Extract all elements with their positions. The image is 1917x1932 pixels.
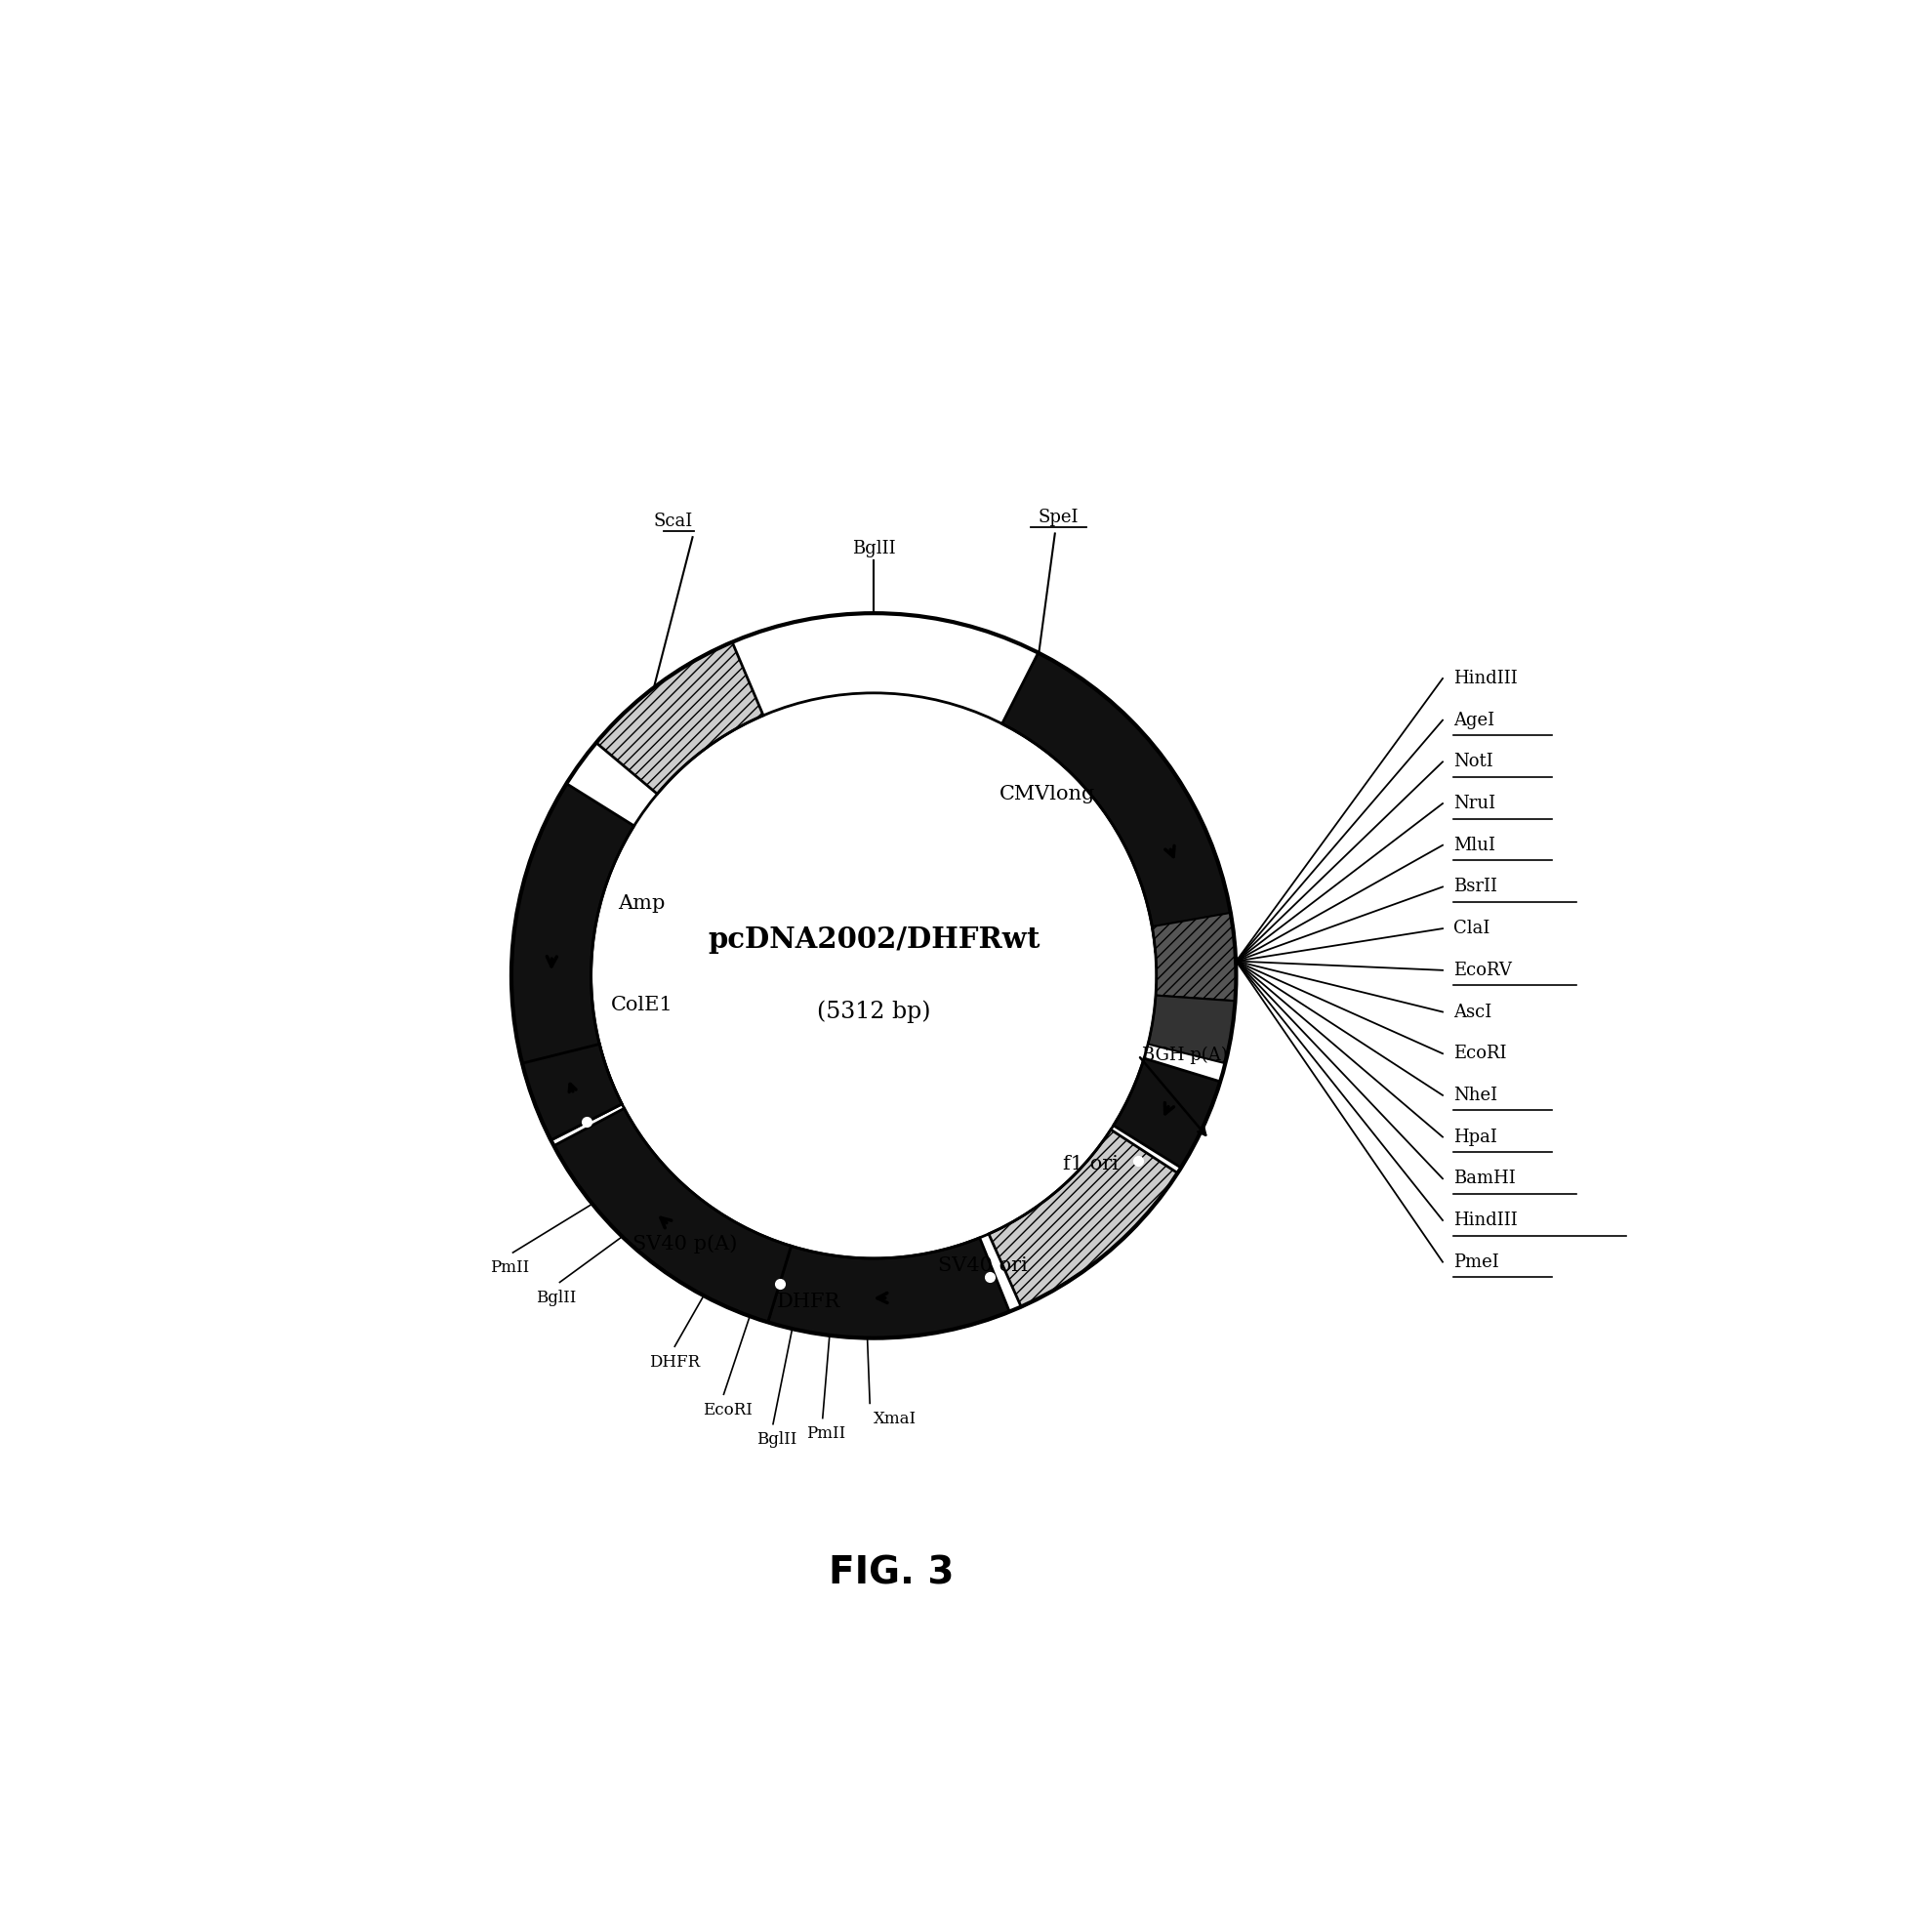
Polygon shape	[512, 784, 635, 1140]
Text: BamHI: BamHI	[1453, 1171, 1516, 1188]
Text: BglII: BglII	[757, 1432, 797, 1447]
Polygon shape	[989, 1130, 1177, 1306]
Text: BglII: BglII	[537, 1289, 577, 1306]
Text: HindIII: HindIII	[1453, 670, 1518, 688]
Text: AgeI: AgeI	[1453, 711, 1495, 728]
Text: SV40 ori: SV40 ori	[937, 1256, 1028, 1275]
Text: NheI: NheI	[1453, 1086, 1497, 1103]
Text: (5312 bp): (5312 bp)	[817, 1001, 930, 1024]
Text: FIG. 3: FIG. 3	[830, 1555, 955, 1592]
Text: DHFR: DHFR	[776, 1293, 840, 1312]
Text: EcoRI: EcoRI	[1453, 1045, 1507, 1063]
Text: Amp: Amp	[619, 895, 665, 912]
Text: CMVlong: CMVlong	[1001, 784, 1097, 804]
Polygon shape	[596, 641, 763, 794]
Text: HpaI: HpaI	[1453, 1128, 1497, 1146]
Text: AscI: AscI	[1453, 1003, 1491, 1020]
Text: EcoRI: EcoRI	[702, 1401, 751, 1418]
Text: BGH p(A): BGH p(A)	[1143, 1047, 1227, 1065]
Text: SV40 p(A): SV40 p(A)	[633, 1235, 738, 1254]
Text: PmII: PmII	[807, 1426, 845, 1441]
Text: PmII: PmII	[489, 1260, 529, 1277]
Polygon shape	[1152, 912, 1236, 1001]
Text: EcoRV: EcoRV	[1453, 962, 1513, 980]
Text: ScaI: ScaI	[654, 512, 692, 529]
Text: DHFR: DHFR	[650, 1354, 700, 1370]
Polygon shape	[1148, 995, 1235, 1063]
Text: NotI: NotI	[1453, 753, 1493, 771]
Polygon shape	[554, 1109, 792, 1321]
Text: f1 ori: f1 ori	[1064, 1155, 1120, 1173]
Text: BglII: BglII	[851, 539, 895, 556]
Polygon shape	[1003, 653, 1235, 951]
Text: NruI: NruI	[1453, 794, 1495, 811]
Text: PmeI: PmeI	[1453, 1254, 1499, 1271]
Text: XmaI: XmaI	[874, 1410, 916, 1428]
Text: HindIII: HindIII	[1453, 1211, 1518, 1229]
Polygon shape	[1114, 1059, 1221, 1167]
Text: MluI: MluI	[1453, 837, 1495, 854]
Polygon shape	[769, 1238, 1010, 1339]
Text: ClaI: ClaI	[1453, 920, 1490, 937]
Text: BsrII: BsrII	[1453, 877, 1497, 896]
Polygon shape	[521, 1043, 621, 1140]
Text: pcDNA2002/DHFRwt: pcDNA2002/DHFRwt	[707, 925, 1039, 954]
Text: ColE1: ColE1	[612, 995, 673, 1014]
Text: SpeI: SpeI	[1039, 508, 1079, 526]
